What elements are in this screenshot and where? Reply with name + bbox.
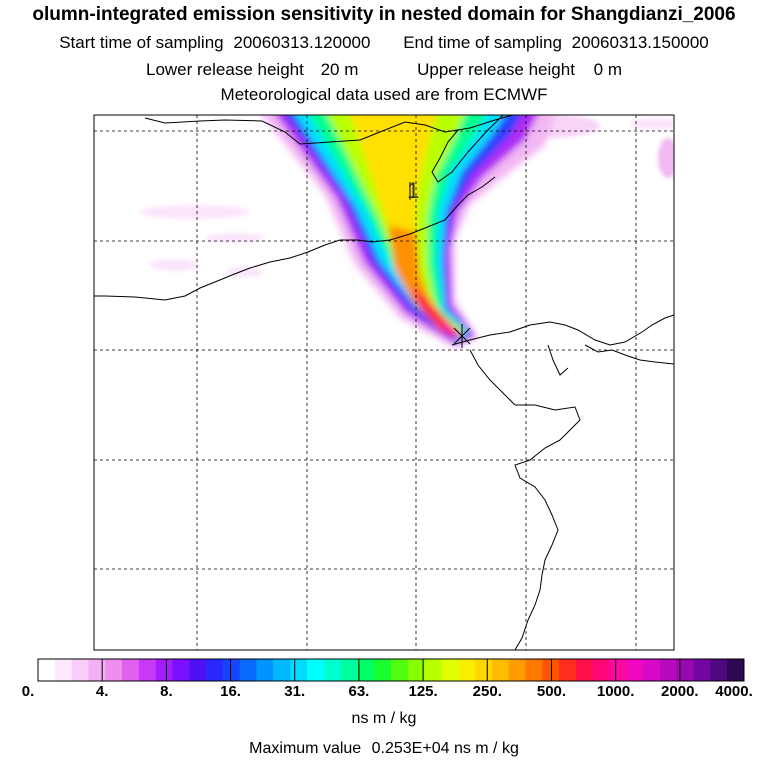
patch-west-2 — [205, 233, 265, 243]
colorbar-tick-label: 4. — [95, 683, 109, 700]
colorbar-swatch — [727, 659, 745, 681]
met-data-line: Meteorological data used are from ECMWF — [220, 85, 548, 104]
coastline-bay — [547, 344, 569, 376]
colorbar-swatch — [290, 659, 308, 681]
colorbar-tick-label: 2000. — [661, 683, 699, 700]
upper-release-value: 0 m — [593, 60, 622, 79]
colorbar-swatch — [710, 659, 728, 681]
coastline-peninsula — [431, 115, 504, 183]
release-height-line: Lower release height 20 m Upper release … — [0, 60, 768, 80]
patch-west-3 — [150, 259, 200, 271]
colorbar-tick-label: 0. — [21, 683, 35, 700]
colorbar-tick-label: 63. — [348, 683, 370, 700]
colorbar-swatch — [256, 659, 274, 681]
colorbar-swatch — [340, 659, 358, 681]
colorbar-tick-label: 1000. — [596, 683, 635, 700]
colorbar-swatch — [458, 659, 476, 681]
colorbar-swatch — [491, 659, 510, 681]
coastlines — [94, 115, 674, 650]
colorbar-tick-label: 250. — [472, 683, 502, 700]
end-time-value: 20060313.150000 — [571, 33, 709, 52]
colorbar-swatch — [189, 659, 207, 681]
lower-release-value: 20 m — [320, 60, 359, 79]
colorbar-tick-label: 31. — [284, 683, 306, 700]
patch-east-edge — [658, 138, 674, 178]
colorbar-border — [37, 658, 745, 682]
colorbar-swatch — [54, 659, 73, 681]
coastline-west — [94, 176, 496, 301]
colorbar-swatch — [575, 659, 594, 681]
colorbar-swatch — [676, 659, 694, 681]
receptor-marker — [453, 324, 471, 348]
colorbar-tick-label: 8. — [160, 683, 173, 700]
patch-east-top — [630, 118, 674, 130]
colorbar-swatch — [323, 659, 341, 681]
start-time-value: 20060313.120000 — [233, 33, 371, 52]
patch-west — [140, 205, 250, 219]
colorbar-swatch — [122, 659, 140, 681]
colorbar-swatch — [88, 659, 106, 681]
colorbar-swatch — [424, 659, 442, 681]
colorbar-swatch — [441, 659, 459, 681]
colorbar-swatch — [306, 659, 325, 681]
plume-bands — [261, 115, 555, 348]
end-time-label: End time of sampling — [403, 33, 562, 52]
maximum-value: 0.253E+04 ns m / kg — [371, 740, 519, 757]
plume-band-orange — [388, 225, 458, 335]
colorbar-swatch — [407, 659, 426, 681]
plume-band-yellow — [350, 115, 460, 338]
maximum-value-label: Maximum value — [249, 740, 362, 757]
sampling-time-line: Start time of sampling 20060313.120000 E… — [0, 33, 768, 53]
colorbar-swatch — [626, 659, 644, 681]
map-frame — [93, 114, 675, 651]
colorbar-swatch — [239, 659, 257, 681]
colorbar-swatch — [273, 659, 291, 681]
plot-title: olumn-integrated emission sensitivity in… — [32, 4, 736, 25]
patch-west-4 — [227, 267, 263, 277]
colorbar-tick-label: 4000. — [715, 683, 753, 700]
colorbar-swatch — [38, 659, 56, 681]
plume-field — [140, 115, 674, 348]
colorbar-swatch — [592, 659, 610, 681]
coastline-east — [451, 314, 674, 346]
colorbar-swatch — [525, 659, 543, 681]
colorbar-swatch — [643, 659, 661, 681]
plume-band-magenta — [440, 318, 463, 338]
colorbar-swatch — [609, 659, 627, 681]
lat-lon-grid — [94, 115, 674, 650]
colorbar-swatch — [542, 659, 560, 681]
maximum-value-line: Maximum value 0.253E+04 ns m / kg — [0, 740, 768, 758]
plume-label: 1 — [407, 178, 419, 203]
colorbar-swatch — [172, 659, 190, 681]
colorbar-swatch — [357, 659, 375, 681]
colorbar-swatch — [222, 659, 241, 681]
lower-release-label: Lower release height — [146, 60, 304, 79]
colorbar-tick-label: 125. — [408, 683, 438, 700]
colorbar-swatch — [659, 659, 678, 681]
colorbar-swatch — [475, 659, 493, 681]
colorbar — [37, 658, 745, 682]
colorbar-swatch — [105, 659, 123, 681]
coastline-south — [469, 349, 581, 650]
colorbar-swatch — [374, 659, 392, 681]
start-time-label: Start time of sampling — [59, 33, 224, 52]
colorbar-tick-label: 500. — [536, 683, 567, 700]
colorbar-swatch — [508, 659, 526, 681]
colorbar-swatch — [155, 659, 173, 681]
colorbar-swatch — [206, 659, 224, 681]
colorbar-swatch — [138, 659, 157, 681]
colorbar-swatch — [559, 659, 577, 681]
upper-release-label: Upper release height — [417, 60, 575, 79]
border-east — [584, 344, 674, 365]
colorbar-tick-label: 16. — [220, 683, 241, 700]
colorbar-swatch — [391, 659, 409, 681]
colorbar-unit: ns m / kg — [351, 710, 417, 727]
colorbar-swatch — [71, 659, 89, 681]
colorbar-swatch — [693, 659, 711, 681]
